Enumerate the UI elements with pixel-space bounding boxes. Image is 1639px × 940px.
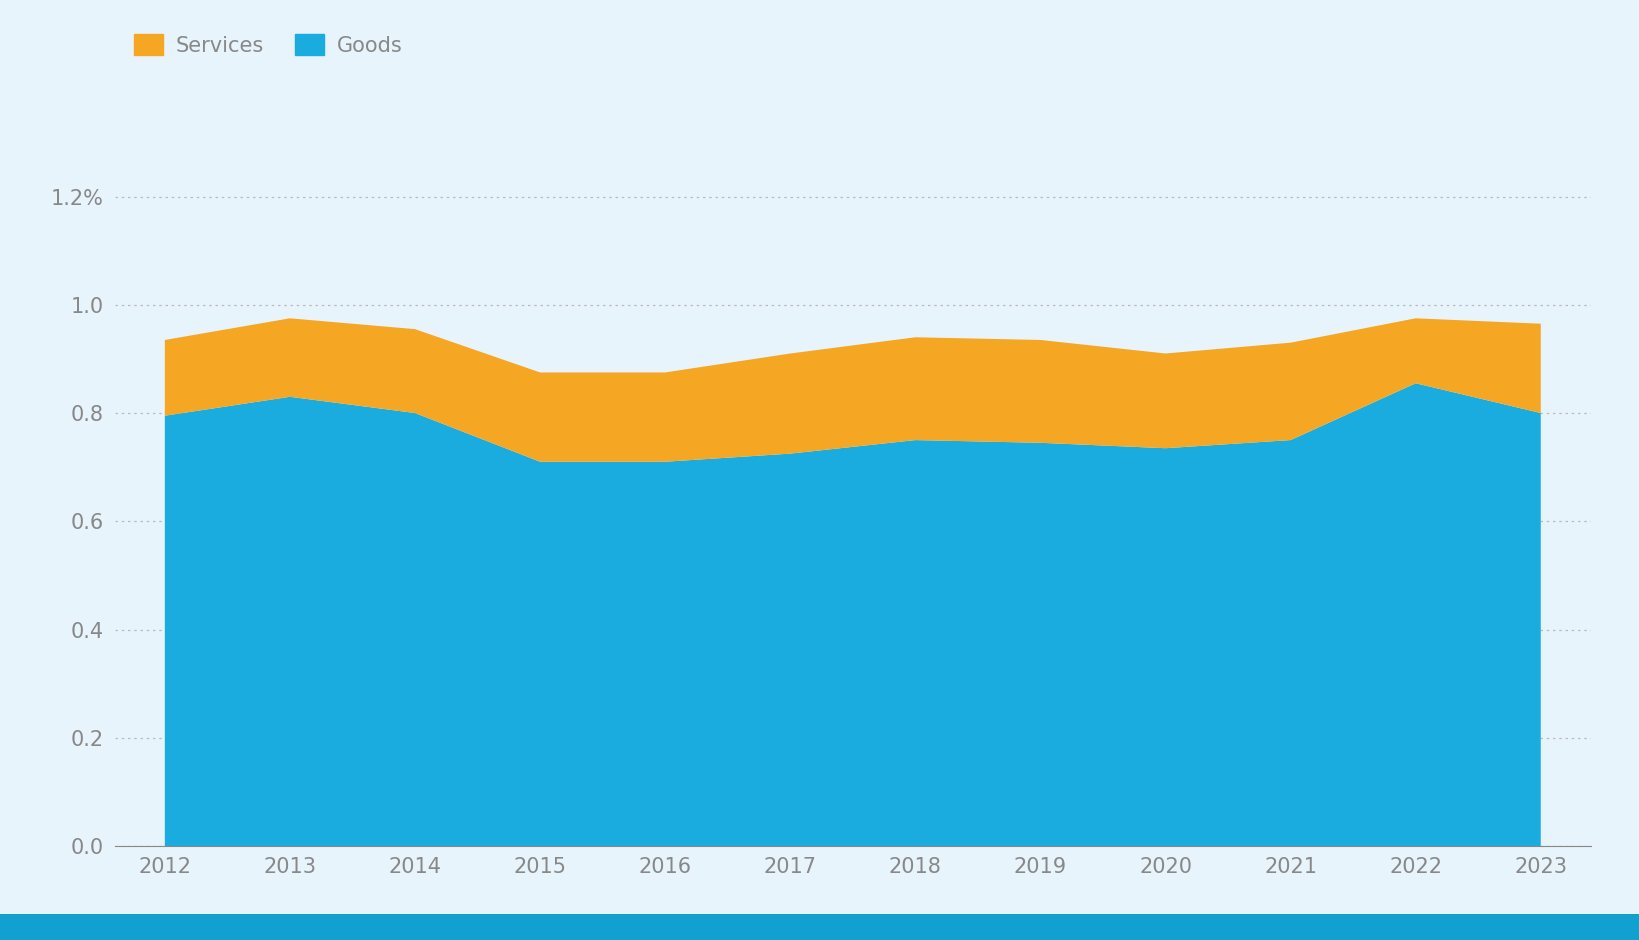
Legend: Services, Goods: Services, Goods: [125, 25, 410, 64]
